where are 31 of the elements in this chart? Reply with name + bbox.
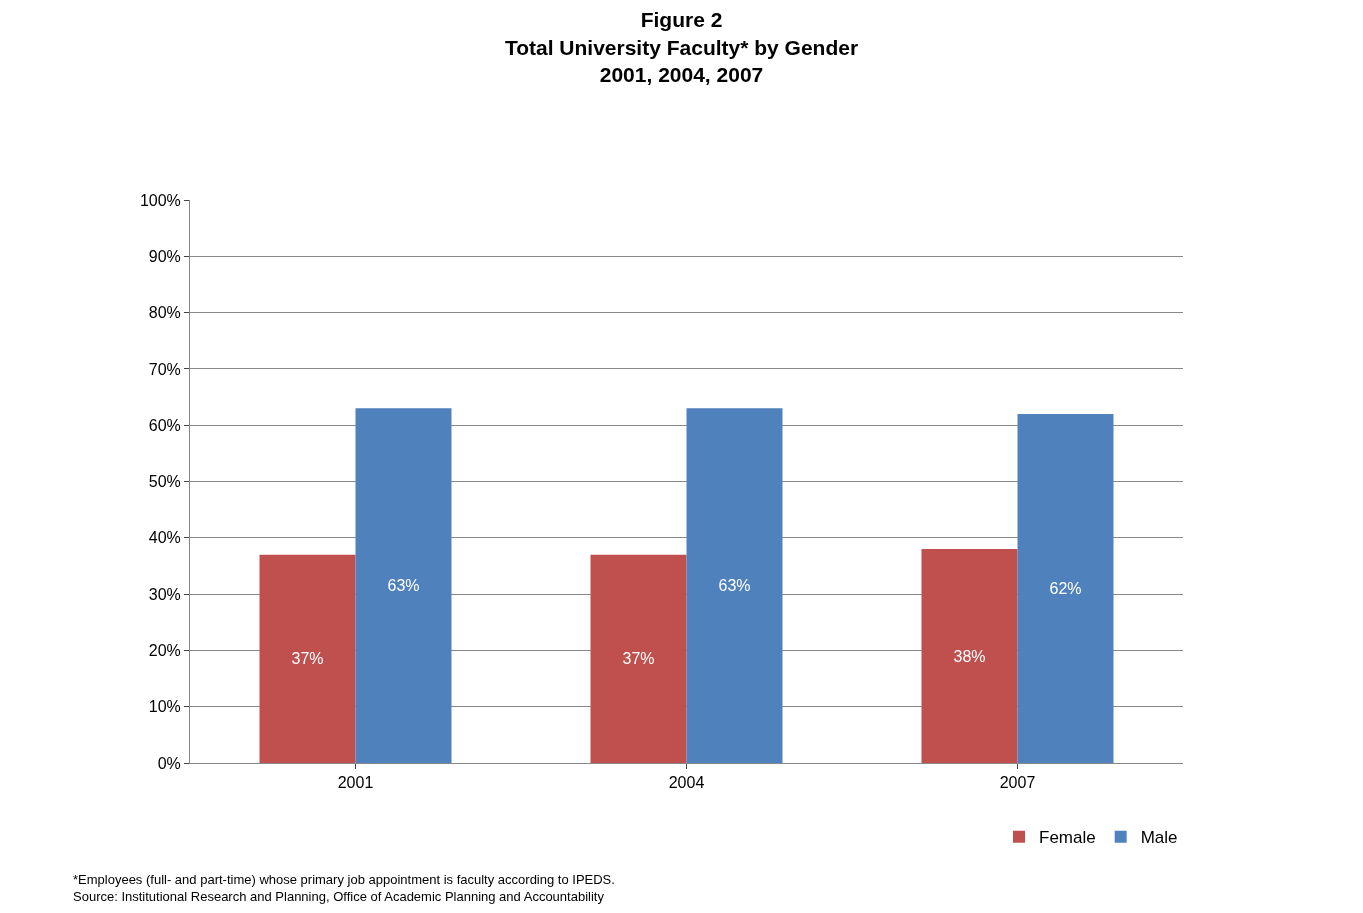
y-tick-label: 90%: [148, 247, 181, 265]
y-tick-label: 10%: [148, 698, 181, 716]
y-tick-label: 60%: [148, 416, 181, 434]
y-tick-label: 30%: [148, 585, 181, 603]
data-label: 37%: [622, 650, 655, 668]
data-label: 37%: [291, 650, 324, 668]
bar: [1017, 413, 1114, 763]
bar: [355, 408, 452, 763]
legend-label: Male: [1140, 828, 1178, 848]
bar: [686, 408, 783, 763]
y-tick-label: 20%: [148, 642, 181, 659]
y-tick-label: 70%: [148, 360, 181, 378]
y-tick-label: 0%: [157, 754, 181, 772]
y-tick-label: 100%: [139, 191, 181, 209]
chart-title: Figure 2 Total University Faculty* by Gender 2001, 2004, 2007: [504, 8, 859, 86]
x-tick-label: 2004: [668, 774, 705, 792]
y-tick-label: 40%: [148, 529, 181, 547]
data-label: 38%: [953, 647, 986, 665]
bar: [590, 554, 687, 763]
legend-label: Female: [1039, 828, 1096, 848]
bar: [921, 549, 1018, 763]
y-tick-label: 50%: [148, 473, 181, 491]
x-tick-label: 2001: [337, 774, 374, 792]
data-label: 63%: [387, 577, 420, 595]
bar: [259, 554, 356, 763]
x-tick-label: 2007: [999, 774, 1036, 792]
source-note: Source: Institutional Research and Planning, Office of Academic Planning and Accountability: [73, 889, 605, 904]
data-label: 62%: [1049, 579, 1082, 597]
y-tick-label: 80%: [148, 304, 181, 322]
text: *Employees (full- and part-time) whose primary job appointment is faculty according to IPEDS.: [73, 872, 615, 887]
data-label: 63%: [718, 577, 751, 595]
